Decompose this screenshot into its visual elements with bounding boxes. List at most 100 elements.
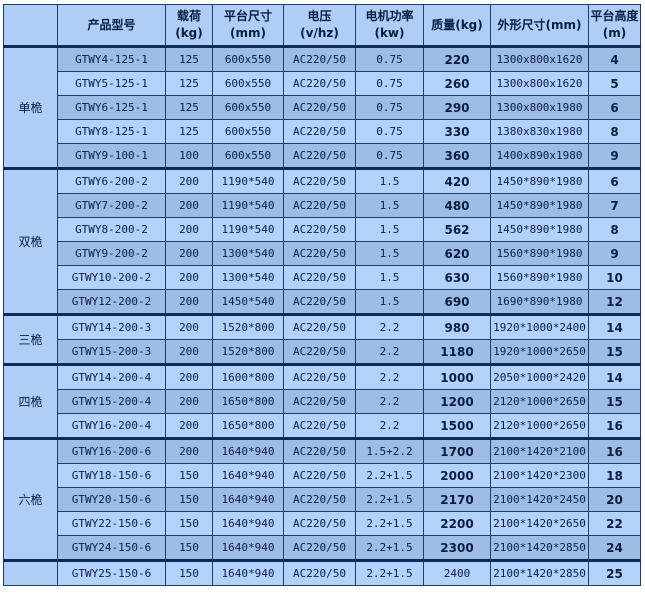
table-row: GTWY9-200-2 200 1300*540 AC220/50 1.5 620 1560… [4, 241, 641, 266]
table-cell: 2300 [423, 535, 491, 561]
table-cell: 2.2+1.5 [355, 535, 424, 561]
table-cell: 0.75 [355, 45, 424, 72]
table-cell: 2100*1420*2850 [490, 535, 589, 561]
table-cell: 9 [588, 143, 641, 169]
table-cell: 2.2+1.5 [355, 511, 424, 536]
group-label: 单桅 [3, 45, 58, 169]
table-cell: GTWY8-200-2 [57, 217, 166, 242]
table-cell: 1450*890*1980 [490, 217, 589, 242]
group-label: 四桅 [3, 363, 58, 439]
table-cell: 2100*1420*2650 [490, 511, 589, 536]
table-cell: 4 [588, 45, 641, 72]
table-cell: AC220/50 [283, 413, 356, 439]
table-cell: 1190*540 [212, 193, 284, 218]
table-cell: 1560*890*1980 [490, 241, 589, 266]
table-cell: 1000 [423, 363, 491, 390]
table-row: GTWY22-150-6 150 1640*940 AC220/50 2.2+1.5 22… [4, 511, 641, 536]
table-cell: 1300x800x1620 [490, 71, 589, 96]
table-cell: 2.2+1.5 [355, 487, 424, 512]
table-cell: 1300x800x1980 [490, 95, 589, 120]
column-header: 产品型号 [57, 4, 166, 48]
table-cell: 16 [588, 437, 641, 464]
table-cell: 1690*890*1980 [490, 289, 589, 315]
table-cell: 12 [588, 289, 641, 315]
column-header: 载荷 (kg) [165, 4, 213, 48]
table-row: GTWY9-100-1 100 600x550 AC220/50 0.75 360 1400… [4, 143, 641, 169]
table-cell: 630 [423, 265, 491, 290]
table-cell: 15 [588, 389, 641, 414]
table-cell: 200 [165, 217, 213, 242]
table-cell: 480 [423, 193, 491, 218]
table-cell: AC220/50 [283, 217, 356, 242]
table-cell: 150 [165, 511, 213, 536]
table-cell: AC220/50 [283, 463, 356, 488]
table-cell: 100 [165, 143, 213, 169]
table-cell: 200 [165, 363, 213, 390]
table-cell: 1380x830x1980 [490, 119, 589, 144]
group-label: 双桅 [3, 167, 58, 315]
table-cell: 15 [588, 339, 641, 365]
table-cell: 14 [588, 363, 641, 390]
table-cell: 260 [423, 71, 491, 96]
table-cell: 2120*1000*2650 [490, 413, 589, 439]
table-cell: GTWY24-150-6 [57, 535, 166, 561]
table-cell: AC220/50 [283, 389, 356, 414]
table-cell: AC220/50 [283, 167, 356, 194]
table-cell: 562 [423, 217, 491, 242]
table-cell: 2050*1000*2420 [490, 363, 589, 390]
table-cell: 2100*1420*2100 [490, 437, 589, 464]
table-cell: 25 [588, 559, 641, 586]
table-cell: 125 [165, 95, 213, 120]
table-row: 单桅 GTWY4-125-1 125 600x550 AC220/50 0.75 220 13… [3, 45, 641, 169]
table-row: GTWY15-200-4 200 1650*800 AC220/50 2.2 1200 21… [4, 389, 641, 414]
table-cell: 1400x890x1980 [490, 143, 589, 169]
table-cell: AC220/50 [283, 95, 356, 120]
table-cell: GTWY10-200-2 [57, 265, 166, 290]
table-cell: 1450*890*1980 [490, 167, 589, 194]
table-cell: AC220/50 [283, 437, 356, 464]
table-cell: 20 [588, 487, 641, 512]
table-cell: 2000 [423, 463, 491, 488]
table-row: GTWY8-200-2 200 1190*540 AC220/50 1.5 562 1450… [4, 217, 641, 242]
table-cell: GTWY9-100-1 [57, 143, 166, 169]
table-cell: 9 [588, 241, 641, 266]
table-cell: 200 [165, 313, 213, 340]
table-cell: 10 [588, 265, 641, 290]
table-cell: AC220/50 [283, 289, 356, 315]
table-cell: 600x550 [212, 119, 284, 144]
header-unit: (m) [602, 26, 627, 40]
header-label: 外形尺寸(mm) [497, 17, 582, 32]
table-cell: 1300x800x1620 [490, 45, 589, 72]
table-cell: AC220/50 [283, 487, 356, 512]
table-cell: AC220/50 [283, 71, 356, 96]
table-cell: 2170 [423, 487, 491, 512]
table-cell: 200 [165, 389, 213, 414]
table-cell: 1.5 [355, 193, 424, 218]
table-cell: 1920*1000*2400 [490, 313, 589, 340]
header-label: 产品型号 [87, 17, 136, 32]
table-cell: 600x550 [212, 45, 284, 72]
table-cell: 290 [423, 95, 491, 120]
table-cell: 14 [588, 313, 641, 340]
table-cell: 1640*940 [212, 511, 284, 536]
table-cell: 1190*540 [212, 167, 284, 194]
table-row: GTWY15-200-3 200 1520*800 AC220/50 2.2 1180 19… [4, 339, 641, 365]
table-cell: 150 [165, 535, 213, 561]
table-cell: 2.2 [355, 363, 424, 390]
table-cell: 600x550 [212, 143, 284, 169]
table-cell: GTWY18-150-6 [57, 463, 166, 488]
table-cell: AC220/50 [283, 313, 356, 340]
table-cell: 1560*890*1980 [490, 265, 589, 290]
table-row: GTWY5-125-1 125 600x550 AC220/50 0.75 260 1300… [4, 71, 641, 96]
table-cell: 1520*800 [212, 313, 284, 340]
table-cell: 2.2 [355, 389, 424, 414]
column-header: 平台高度 (m) [588, 4, 641, 48]
table-cell: GTWY5-125-1 [57, 71, 166, 96]
table-cell: 125 [165, 71, 213, 96]
column-header: 质量(kg) [423, 4, 491, 48]
table-cell: 150 [165, 463, 213, 488]
table-cell: 2100*1420*2450 [490, 487, 589, 512]
table-cell: 1.5+2.2 [355, 437, 424, 464]
table-cell: 1640*940 [212, 487, 284, 512]
table-cell: GTWY16-200-6 [57, 437, 166, 464]
